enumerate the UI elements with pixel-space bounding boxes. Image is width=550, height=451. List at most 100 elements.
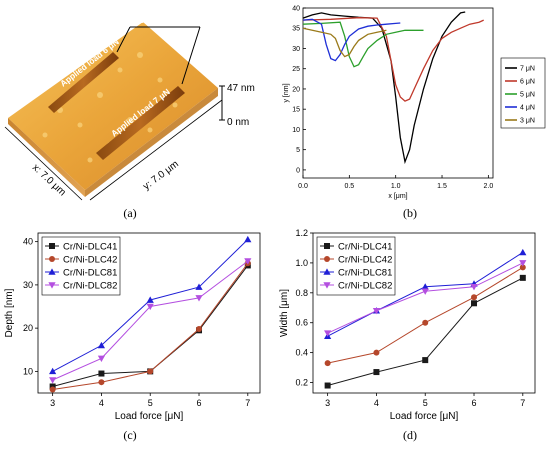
legend-marker bbox=[324, 243, 330, 249]
y-tick-label: 30 bbox=[292, 46, 300, 53]
z-top-label: 47 nm bbox=[227, 83, 255, 94]
x-tick-label: 5 bbox=[423, 398, 428, 408]
data-point bbox=[324, 382, 331, 389]
x-axis-label: Load force [μN] bbox=[390, 411, 459, 422]
legend-marker bbox=[323, 268, 331, 275]
depth-chart: 3 4 5 6 7 10 20 30 40 Load force [μN] Depth [nm] Cr… bbox=[4, 232, 261, 422]
legend-label: Cr/Ni-DLC82 bbox=[63, 281, 117, 292]
y-tick-label: 40 bbox=[23, 237, 33, 247]
legend-label: Cr/Ni-DLC82 bbox=[338, 281, 392, 292]
y-tick-label: 35 bbox=[292, 26, 300, 33]
x-tick-label: 4 bbox=[99, 398, 104, 408]
series-line bbox=[302, 27, 387, 58]
y-axis-label: Depth [nm] bbox=[4, 288, 15, 337]
depth-chart-panel: 3 4 5 6 7 10 20 30 40 Load force [μN] Depth [nm] Cr… bbox=[0, 225, 275, 425]
y-tick-label: 20 bbox=[292, 86, 300, 93]
data-point bbox=[324, 330, 332, 337]
y-tick-label: 25 bbox=[292, 66, 300, 73]
data-point bbox=[98, 370, 105, 377]
z-bottom-label: 0 nm bbox=[227, 117, 249, 128]
series-line bbox=[302, 17, 484, 102]
series-line bbox=[302, 18, 401, 62]
x-tick-label: 6 bbox=[472, 398, 477, 408]
data-point bbox=[471, 300, 478, 307]
plot-frame bbox=[302, 7, 494, 179]
x-tick-label: 6 bbox=[197, 398, 202, 408]
legend-label: Cr/Ni-DLC42 bbox=[63, 255, 117, 266]
legend-label: 4 μN bbox=[520, 105, 535, 112]
y-tick-label: 10 bbox=[292, 127, 300, 134]
y-tick-label: 0.4 bbox=[295, 348, 308, 358]
x-tick-label: 7 bbox=[520, 398, 525, 408]
data-point bbox=[97, 341, 106, 349]
width-chart: 3 4 5 6 7 0.2 0.4 0.6 0.8 1.0 1.2 Load force [μN] Wi… bbox=[279, 228, 536, 422]
data-point bbox=[244, 235, 252, 243]
x-tick-label: 2.0 bbox=[483, 183, 493, 190]
scratch-groove-7 bbox=[96, 86, 185, 160]
legend-marker bbox=[324, 256, 330, 262]
data-point bbox=[98, 379, 105, 386]
y-axis-label: y: 7.0 μm bbox=[141, 159, 181, 193]
y-tick-label: 40 bbox=[292, 6, 300, 13]
data-point bbox=[244, 258, 252, 265]
data-point bbox=[421, 288, 429, 295]
legend-label: Cr/Ni-DLC41 bbox=[338, 242, 392, 253]
data-point bbox=[49, 386, 56, 393]
legend-label: Cr/Ni-DLC81 bbox=[63, 268, 117, 279]
y-tick-label: 20 bbox=[23, 323, 33, 333]
data-point bbox=[470, 284, 478, 291]
data-point bbox=[49, 383, 56, 390]
data-point bbox=[471, 294, 478, 301]
width-chart-panel: 3 4 5 6 7 0.2 0.4 0.6 0.8 1.0 1.2 Load force [μN] Wi… bbox=[275, 225, 550, 425]
legend-label: Cr/Ni-DLC42 bbox=[338, 255, 392, 266]
afm-side-left bbox=[8, 118, 85, 197]
data-point bbox=[421, 283, 429, 290]
y-tick-label: 0 bbox=[296, 167, 300, 174]
x-axis-label: Load force [μN] bbox=[115, 411, 184, 422]
y-tick-label: 30 bbox=[23, 280, 33, 290]
x-tick-label: 1.0 bbox=[391, 183, 401, 190]
afm-side-right bbox=[85, 88, 218, 197]
afm-surface bbox=[8, 22, 218, 190]
data-point bbox=[422, 357, 429, 364]
data-point bbox=[195, 283, 203, 290]
legend-marker bbox=[49, 256, 55, 262]
legend-label: 6 μN bbox=[520, 79, 535, 86]
data-point bbox=[97, 355, 106, 363]
series-line bbox=[302, 21, 424, 68]
y-tick-label: 0.6 bbox=[295, 318, 308, 328]
legend-label: 7 μN bbox=[520, 66, 535, 73]
label-scratch-end: Scratch trajectory ending bbox=[126, 15, 235, 25]
x-tick-label: 3 bbox=[325, 398, 330, 408]
data-point bbox=[146, 296, 154, 303]
legend-label: 5 μN bbox=[520, 92, 535, 99]
legend-label: 3 μN bbox=[520, 118, 535, 125]
caption-c: (c) bbox=[123, 428, 137, 442]
data-point bbox=[49, 377, 57, 384]
caption-a: (a) bbox=[123, 206, 137, 220]
y-tick-label: 15 bbox=[292, 107, 300, 114]
data-point bbox=[195, 295, 203, 302]
legend-marker bbox=[48, 268, 56, 275]
y-tick-label: 5 bbox=[296, 147, 300, 154]
data-point bbox=[324, 360, 331, 367]
data-point bbox=[372, 307, 381, 315]
plot-frame bbox=[312, 232, 536, 394]
legend-marker bbox=[48, 282, 56, 289]
caption-b: (b) bbox=[403, 206, 417, 220]
afm-panel: Scratch trajectory ending Applied load 6… bbox=[0, 0, 270, 225]
y-tick-label: 1.0 bbox=[295, 258, 308, 268]
data-point bbox=[373, 369, 380, 376]
data-point bbox=[373, 349, 380, 356]
caption-d: (d) bbox=[403, 428, 417, 442]
data-point bbox=[196, 326, 203, 332]
y-tick-label: 0.2 bbox=[295, 378, 308, 388]
data-point bbox=[422, 319, 429, 326]
data-point bbox=[49, 367, 57, 375]
data-point bbox=[519, 260, 527, 267]
scratch-groove-6 bbox=[48, 52, 119, 113]
profile-chart-panel: 0.0 0.5 1.0 1.5 2.0 0 5 10 15 20 25 30 35 40 x [μm] y [… bbox=[275, 0, 550, 205]
afm-topography-image: Scratch trajectory ending Applied load 6… bbox=[4, 15, 255, 201]
legend-marker bbox=[49, 243, 55, 249]
x-tick-label: 0.5 bbox=[344, 183, 354, 190]
